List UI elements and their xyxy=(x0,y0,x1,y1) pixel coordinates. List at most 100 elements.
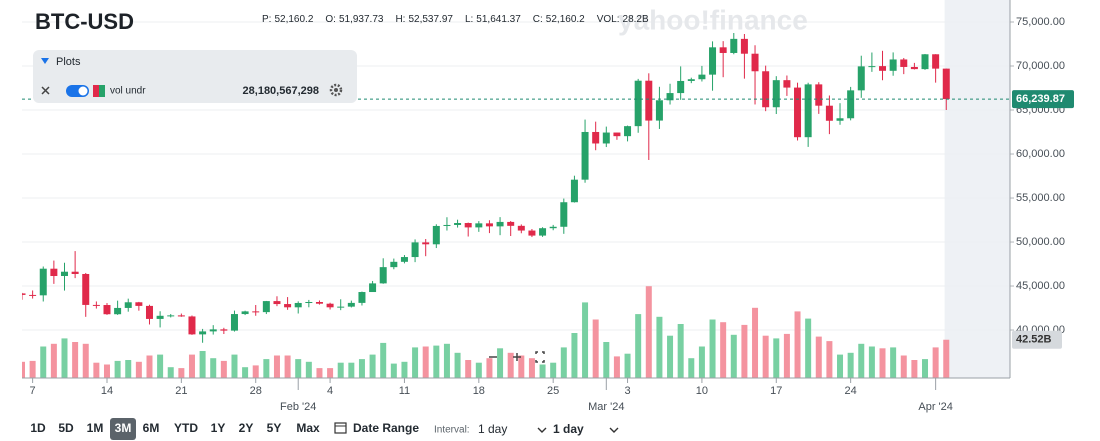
volume-bar xyxy=(231,354,238,378)
x-tick-label: 4 xyxy=(327,385,333,397)
volume-bar xyxy=(826,341,833,378)
zoom-in[interactable] xyxy=(513,353,521,361)
candle-body xyxy=(762,71,770,108)
volume-bar xyxy=(550,362,557,378)
volume-bar xyxy=(879,348,886,378)
chevron[interactable] xyxy=(537,427,547,433)
x-tick-label: 24 xyxy=(845,385,857,397)
candle-body xyxy=(145,305,153,319)
range-button[interactable]: Max xyxy=(296,421,320,435)
volume-bar xyxy=(624,353,631,378)
y-tick-label: 60,000.00 xyxy=(1016,148,1065,160)
candle-body xyxy=(454,223,462,225)
volume-bar xyxy=(40,346,47,378)
y-tick-label: 45,000.00 xyxy=(1016,280,1065,292)
candle-body xyxy=(783,80,791,88)
last-volume-label: 42.52B xyxy=(1016,334,1052,346)
panel-title[interactable]: Plots xyxy=(56,56,81,68)
collapse-icon[interactable] xyxy=(41,58,49,64)
volume-bar xyxy=(932,347,939,378)
volume-bar xyxy=(242,367,249,378)
volume-bar xyxy=(709,319,716,378)
volume-bar xyxy=(528,358,535,378)
zoom-controls xyxy=(489,351,545,363)
volume-bar xyxy=(114,360,121,378)
interval-select[interactable]: 1 day xyxy=(553,422,584,436)
volume-bar xyxy=(465,360,472,378)
volume-bar xyxy=(762,335,769,378)
indicator-name: vol undr xyxy=(110,86,146,97)
range-button[interactable]: 1D xyxy=(30,421,46,435)
range-button[interactable]: 5D xyxy=(58,421,74,435)
range-button[interactable]: 6M xyxy=(143,421,160,435)
y-tick-label: 55,000.00 xyxy=(1016,192,1065,204)
range-button[interactable]: YTD xyxy=(174,421,198,435)
volume-bar xyxy=(943,339,950,378)
candle-body xyxy=(751,53,759,72)
range-button[interactable]: 1M xyxy=(87,421,104,435)
remove-icon[interactable] xyxy=(41,86,50,95)
range-button[interactable]: 5Y xyxy=(267,421,282,435)
volume-bar xyxy=(348,362,355,378)
volume-bar xyxy=(645,286,652,378)
candle-body xyxy=(549,226,557,229)
volume-bar xyxy=(178,368,185,378)
candle-body xyxy=(305,302,313,304)
volume-bar xyxy=(433,345,440,378)
candle-body xyxy=(825,105,833,121)
volume-bar xyxy=(592,319,599,378)
stat-value: 52,160.2 xyxy=(546,14,585,25)
volume-bar xyxy=(146,355,153,378)
fullscreen[interactable] xyxy=(535,351,545,363)
x-month-label: Feb '24 xyxy=(280,401,316,413)
volume-bar xyxy=(380,342,387,378)
candle-body xyxy=(124,302,132,308)
candle-body xyxy=(719,47,727,53)
x-tick-label: 28 xyxy=(250,385,262,397)
candle-body xyxy=(528,230,536,236)
volume-bar xyxy=(252,365,259,378)
volume-bar xyxy=(188,354,195,378)
range-button[interactable]: 3M xyxy=(115,421,132,435)
candle-body xyxy=(942,68,950,100)
volume-bar xyxy=(900,355,907,378)
volume-bar xyxy=(783,333,790,378)
candle-body xyxy=(932,54,940,69)
stat-label: H: xyxy=(395,14,405,25)
settings-icon[interactable] xyxy=(329,83,343,97)
calendar-icon xyxy=(334,422,347,434)
candle-body xyxy=(836,118,844,121)
volume-bar xyxy=(571,333,578,378)
volume-bar xyxy=(890,347,897,378)
x-tick-label: 18 xyxy=(473,385,485,397)
x-month-label: Mar '24 xyxy=(588,401,624,413)
candle-body xyxy=(400,257,408,262)
candle-body xyxy=(369,283,377,293)
x-tick-label: 11 xyxy=(399,385,410,397)
candle-body xyxy=(507,221,515,226)
candle-body xyxy=(496,221,504,227)
volume-bar xyxy=(337,362,344,378)
candle-body xyxy=(358,292,366,303)
y-tick-label: 75,000.00 xyxy=(1016,16,1065,28)
volume-bar xyxy=(688,358,695,378)
volume-bar xyxy=(369,354,376,378)
volume-bar xyxy=(157,354,164,378)
volume-bar xyxy=(284,355,291,378)
candle-body xyxy=(422,242,430,245)
volume-bar xyxy=(507,352,514,378)
range-button[interactable]: 2Y xyxy=(239,421,254,435)
stat-label: O: xyxy=(325,14,336,25)
date-range-label[interactable]: Date Range xyxy=(353,421,419,435)
date-range[interactable]: Date Range xyxy=(334,421,419,435)
volume-bar xyxy=(273,355,280,378)
interval-label: Interval: xyxy=(434,425,470,436)
volume-bar xyxy=(752,307,759,378)
candle-body xyxy=(103,305,111,315)
candle-body xyxy=(666,93,674,101)
chevron[interactable] xyxy=(609,427,619,433)
plots-panel: Plots vol undr 28,180,567,298 xyxy=(33,50,357,103)
interval-value[interactable]: 1 day xyxy=(478,422,507,436)
range-button[interactable]: 1Y xyxy=(211,421,226,435)
volume-bar xyxy=(720,322,727,378)
